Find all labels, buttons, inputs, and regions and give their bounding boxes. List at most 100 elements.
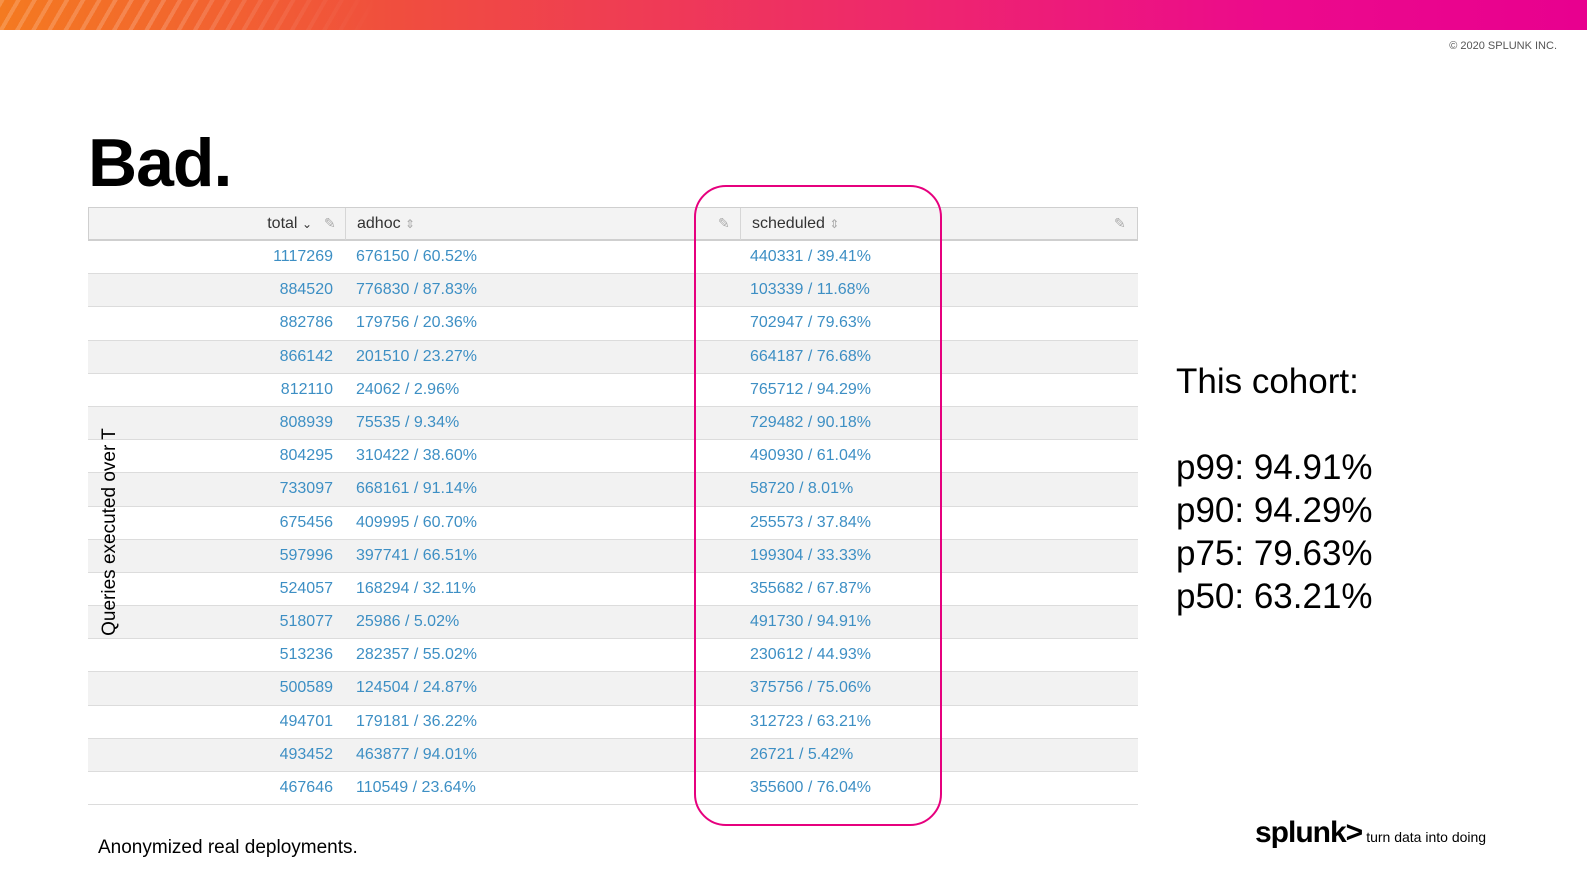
cell-total[interactable]: 733097 — [279, 480, 333, 498]
footnote: Anonymized real deployments. — [98, 837, 358, 858]
cell-total[interactable]: 884520 — [279, 281, 333, 299]
cell-total[interactable]: 518077 — [279, 613, 333, 631]
cell-scheduled[interactable]: 355682 / 67.87% — [750, 579, 871, 597]
cell-scheduled[interactable]: 375756 / 75.06% — [750, 679, 871, 697]
table-row: 1117269 676150 / 60.52% 440331 / 39.41% — [88, 241, 1138, 275]
cell-adhoc[interactable]: 110549 / 23.64% — [356, 779, 476, 796]
stat-p50: p50: 63.21% — [1176, 577, 1373, 616]
cell-scheduled[interactable]: 255573 / 37.84% — [750, 513, 871, 531]
table-row: 733097 668161 / 91.14% 58720 / 8.01% — [88, 473, 1138, 507]
cohort-heading: This cohort: — [1176, 362, 1359, 401]
table-row: 493452 463877 / 94.01% 26721 / 5.42% — [88, 738, 1138, 772]
column-label: scheduled — [752, 215, 825, 232]
column-header-scheduled[interactable]: scheduled ⇕ — [752, 215, 839, 233]
table-row: 812110 24062 / 2.96% 765712 / 94.29% — [88, 374, 1138, 407]
cell-adhoc[interactable]: 676150 / 60.52% — [356, 248, 477, 265]
sort-icon: ⇕ — [829, 217, 840, 231]
cell-total[interactable]: 866142 — [279, 347, 333, 365]
cell-scheduled[interactable]: 440331 / 39.41% — [750, 248, 871, 265]
table-row: 804295 310422 / 38.60% 490930 / 61.04% — [88, 440, 1138, 474]
cell-total[interactable]: 494701 — [279, 712, 333, 730]
cell-scheduled[interactable]: 490930 / 61.04% — [750, 447, 871, 465]
cell-total[interactable]: 1117269 — [273, 248, 333, 265]
cell-adhoc[interactable]: 168294 / 32.11% — [356, 579, 476, 597]
table-row: 494701 179181 / 36.22% 312723 / 63.21% — [88, 706, 1138, 739]
cell-total[interactable]: 675456 — [279, 513, 333, 531]
cell-adhoc[interactable]: 310422 / 38.60% — [356, 447, 477, 465]
cell-adhoc[interactable]: 24062 / 2.96% — [356, 380, 460, 398]
table-body: 1117269 676150 / 60.52% 440331 / 39.41% 884… — [88, 241, 1138, 806]
cell-adhoc[interactable]: 201510 / 23.27% — [356, 347, 477, 365]
cell-total[interactable]: 597996 — [279, 546, 333, 564]
cell-adhoc[interactable]: 668161 / 91.14% — [356, 480, 477, 498]
cell-scheduled[interactable]: 230612 / 44.93% — [750, 646, 871, 664]
column-header-total[interactable]: total ⌄ — [267, 215, 312, 233]
table-row: 518077 25986 / 5.02% 491730 / 94.91% — [88, 606, 1138, 640]
cell-adhoc[interactable]: 179756 / 20.36% — [356, 314, 477, 332]
edit-pencil-icon[interactable]: ✎ — [1114, 215, 1126, 231]
cell-total[interactable]: 808939 — [279, 413, 333, 431]
cell-total[interactable]: 500589 — [279, 679, 333, 697]
cell-adhoc[interactable]: 179181 / 36.22% — [356, 712, 477, 730]
column-header-adhoc[interactable]: adhoc ⇕ — [357, 215, 415, 233]
stat-p75: p75: 79.63% — [1176, 534, 1373, 573]
cell-total[interactable]: 513236 — [279, 646, 333, 664]
axis-label: Queries executed over T — [99, 428, 120, 636]
cell-total[interactable]: 804295 — [279, 447, 333, 465]
cohort-stats: This cohort: p99: 94.91% p90: 94.29% p75… — [1176, 360, 1373, 618]
column-label: total — [267, 215, 298, 232]
cell-scheduled[interactable]: 199304 / 33.33% — [750, 546, 871, 564]
stat-p99: p99: 94.91% — [1176, 448, 1373, 487]
table-row: 866142 201510 / 23.27% 664187 / 76.68% — [88, 340, 1138, 374]
cell-adhoc[interactable]: 409995 / 60.70% — [356, 513, 477, 531]
sort-desc-icon: ⌄ — [301, 217, 312, 231]
cell-scheduled[interactable]: 765712 / 94.29% — [750, 380, 871, 398]
edit-pencil-icon[interactable]: ✎ — [324, 215, 336, 231]
table-row: 513236 282357 / 55.02% 230612 / 44.93% — [88, 639, 1138, 673]
cell-adhoc[interactable]: 282357 / 55.02% — [356, 646, 477, 664]
table-row: 524057 168294 / 32.11% 355682 / 67.87% — [88, 573, 1138, 607]
table-row: 675456 409995 / 60.70% 255573 / 37.84% — [88, 507, 1138, 540]
top-gradient-bar — [0, 0, 1587, 30]
cell-total[interactable]: 812110 — [280, 380, 333, 398]
cell-adhoc[interactable]: 776830 / 87.83% — [356, 281, 477, 299]
cell-scheduled[interactable]: 355600 / 76.04% — [750, 779, 871, 796]
table-row: 884520 776830 / 87.83% 103339 / 11.68% — [88, 274, 1138, 308]
stripe-pattern — [0, 0, 380, 30]
sort-icon: ⇕ — [405, 217, 416, 231]
column-label: adhoc — [357, 215, 401, 232]
cell-adhoc[interactable]: 75535 / 9.34% — [356, 413, 460, 431]
cell-adhoc[interactable]: 25986 / 5.02% — [356, 613, 460, 631]
table-row: 467646 110549 / 23.64% 355600 / 76.04% — [88, 772, 1138, 806]
cell-scheduled[interactable]: 26721 / 5.42% — [750, 745, 854, 763]
cell-scheduled[interactable]: 702947 / 79.63% — [750, 314, 871, 332]
cell-total[interactable]: 524057 — [279, 579, 333, 597]
cell-scheduled[interactable]: 664187 / 76.68% — [750, 347, 871, 365]
cell-scheduled[interactable]: 103339 / 11.68% — [750, 281, 870, 299]
table-row: 882786 179756 / 20.36% 702947 / 79.63% — [88, 307, 1138, 341]
cell-total[interactable]: 493452 — [279, 745, 333, 763]
cell-adhoc[interactable]: 463877 / 94.01% — [356, 745, 477, 763]
copyright: © 2020 SPLUNK INC. — [1449, 40, 1557, 52]
cell-adhoc[interactable]: 397741 / 66.51% — [356, 546, 477, 564]
cell-total[interactable]: 882786 — [279, 314, 333, 332]
edit-pencil-icon[interactable]: ✎ — [718, 215, 730, 231]
cell-scheduled[interactable]: 58720 / 8.01% — [750, 480, 854, 498]
cell-scheduled[interactable]: 729482 / 90.18% — [750, 413, 871, 431]
cell-scheduled[interactable]: 491730 / 94.91% — [750, 613, 871, 631]
table-row: 500589 124504 / 24.87% 375756 / 75.06% — [88, 672, 1138, 706]
slide-title: Bad. — [88, 125, 232, 201]
logo-brand: splunk> — [1255, 816, 1363, 849]
table-row: 808939 75535 / 9.34% 729482 / 90.18% — [88, 406, 1138, 441]
stat-p90: p90: 94.29% — [1176, 491, 1373, 530]
cell-adhoc[interactable]: 124504 / 24.87% — [356, 679, 477, 697]
results-table: total ⌄ ✎ adhoc ⇕ ✎ scheduled ⇕ ✎ 111726… — [88, 207, 1138, 806]
column-divider — [345, 208, 346, 240]
cell-scheduled[interactable]: 312723 / 63.21% — [750, 712, 871, 730]
splunk-logo: splunk> turn data into doing — [1255, 816, 1486, 850]
logo-tagline: turn data into doing — [1366, 829, 1487, 845]
table-header: total ⌄ ✎ adhoc ⇕ ✎ scheduled ⇕ ✎ — [88, 207, 1138, 241]
scheduled-column-highlight — [694, 185, 942, 826]
cell-total[interactable]: 467646 — [279, 779, 333, 796]
table-row: 597996 397741 / 66.51% 199304 / 33.33% — [88, 539, 1138, 573]
